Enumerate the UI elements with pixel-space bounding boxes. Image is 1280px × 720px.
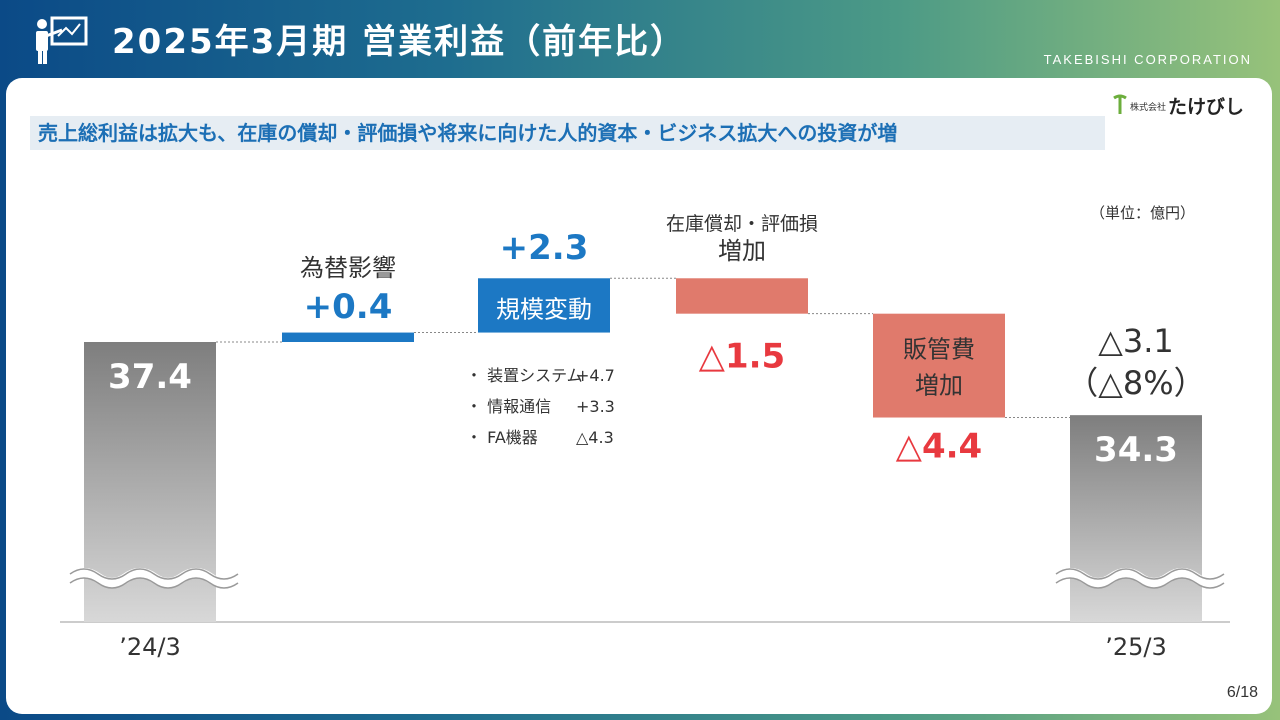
axis-break-line [69,568,239,580]
bar-increase [478,278,610,333]
axis-break-line [1055,568,1225,580]
svg-text:たけびし: たけびし [1168,96,1244,118]
page-number: 6/18 [1226,684,1258,701]
breakdown-label: ・ 装置システム [466,366,583,385]
content-panel [6,78,1272,714]
bar-decrease [873,313,1005,418]
x-tick-label: ’24/3 [119,633,181,661]
breakdown-value: +3.3 [576,397,615,416]
breakdown-item: ・ 情報通信 +3.3 [466,393,615,417]
bar-decrease [676,278,808,314]
bar-value-label: +0.4 [304,287,393,327]
subtitle: 売上総利益は拡大も、在庫の償却・評価損や将来に向けた人的資本・ビジネス拡大への投… [38,121,898,145]
axis-break-wave [1053,568,1227,588]
bar-value-label: +2.3 [500,228,589,268]
bar-value-label: △1.5 [699,337,785,377]
category-label: 為替影響 [300,254,396,282]
change-label: △3.1 [1098,322,1174,360]
subtitle-band [30,116,1105,150]
x-tick-label: ’25/3 [1105,633,1167,661]
svg-text:株式会社: 株式会社 [1130,101,1166,113]
axis-break-line [69,577,239,589]
header-band: 2025年3月期 営業利益（前年比） TAKEBISHI CORPORATION [0,0,1280,78]
category-label: 規模変動 [496,295,592,323]
category-label: 販管費 [903,336,975,364]
axis-break-line [1055,577,1225,589]
bar-value-label: 34.3 [1094,430,1178,470]
category-label: 在庫償却・評価損 [666,213,818,235]
category-label: 増加 [718,237,766,265]
bar-increase [282,332,414,342]
axis-break-wave [67,568,241,588]
unit-label: （単位：億円） [1090,204,1196,222]
company-name: TAKEBISHI CORPORATION [1043,52,1252,67]
breakdown-value: +4.7 [576,366,615,385]
breakdown-item: ・ 装置システム+4.7 [466,362,615,386]
company-logo: 株式会社 たけびし [1113,94,1244,118]
bar-value-label: △4.4 [896,427,982,467]
bar-value-label: 37.4 [108,357,192,397]
page-title: 2025年3月期 営業利益（前年比） [112,22,687,62]
category-label: 増加 [915,372,963,400]
presenter-icon [36,16,88,64]
change-percent-label: （△8%） [1066,364,1205,402]
breakdown-item: ・ FA機器 △4.3 [466,424,614,448]
breakdown-label: ・ FA機器 [466,428,538,447]
breakdown-value: △4.3 [576,428,614,447]
breakdown-label: ・ 情報通信 [466,397,552,416]
